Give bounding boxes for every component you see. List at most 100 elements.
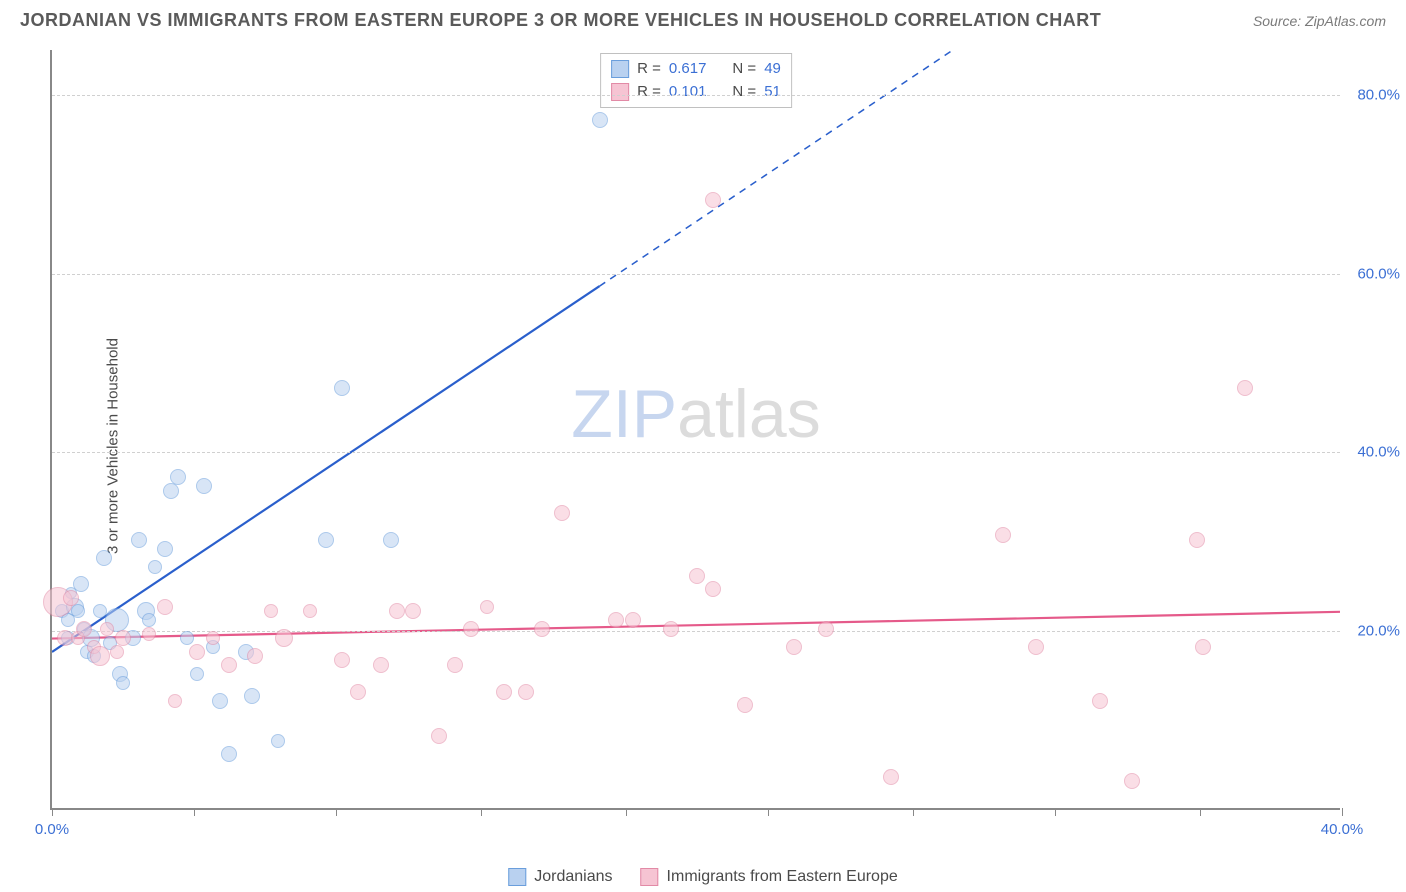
scatter-plot-area: ZIPatlas R =0.617N =49R =0.101N =51 20.0…	[50, 50, 1340, 810]
legend-item: Jordanians	[508, 868, 612, 886]
watermark: ZIPatlas	[571, 375, 820, 453]
legend-stats-box: R = 0.617 N = 49R = 0.101 N = 51	[600, 53, 792, 108]
data-point	[818, 621, 834, 637]
data-point	[131, 532, 147, 548]
y-tick-label: 60.0%	[1357, 265, 1400, 282]
data-point	[212, 693, 228, 709]
data-point	[592, 112, 608, 128]
legend-stats-row: R =0.101N =51	[611, 81, 781, 104]
data-point	[303, 604, 317, 618]
data-point	[190, 667, 204, 681]
data-point	[157, 599, 173, 615]
data-point	[463, 621, 479, 637]
data-point	[1124, 773, 1140, 789]
x-tick	[913, 808, 914, 816]
data-point	[883, 769, 899, 785]
y-tick-label: 80.0%	[1357, 86, 1400, 103]
stat-n-value: 49	[764, 58, 781, 81]
x-tick	[1200, 808, 1201, 816]
data-point	[196, 478, 212, 494]
legend-label: Jordanians	[534, 868, 612, 886]
data-point	[157, 541, 173, 557]
x-tick-label: 40.0%	[1321, 821, 1364, 838]
data-point	[625, 612, 641, 628]
stat-r-label: R =	[637, 58, 661, 81]
data-point	[116, 676, 130, 690]
data-point	[705, 192, 721, 208]
gridline-horizontal	[52, 631, 1340, 632]
data-point	[63, 590, 79, 606]
data-point	[271, 734, 285, 748]
data-point	[608, 612, 624, 628]
data-point	[534, 621, 550, 637]
data-point	[663, 621, 679, 637]
data-point	[705, 581, 721, 597]
data-point	[244, 688, 260, 704]
x-tick	[768, 808, 769, 816]
y-tick-label: 40.0%	[1357, 444, 1400, 461]
watermark-zip: ZIP	[571, 376, 677, 452]
data-point	[518, 684, 534, 700]
data-point	[431, 728, 447, 744]
data-point	[334, 380, 350, 396]
data-point	[1028, 639, 1044, 655]
x-tick	[1055, 808, 1056, 816]
legend-item: Immigrants from Eastern Europe	[641, 868, 898, 886]
data-point	[447, 657, 463, 673]
data-point	[264, 604, 278, 618]
data-point	[480, 600, 494, 614]
legend-label: Immigrants from Eastern Europe	[667, 868, 898, 886]
gridline-horizontal	[52, 274, 1340, 275]
data-point	[168, 694, 182, 708]
data-point	[1092, 693, 1108, 709]
data-point	[995, 527, 1011, 543]
data-point	[1189, 532, 1205, 548]
x-tick	[336, 808, 337, 816]
data-point	[318, 532, 334, 548]
data-point	[96, 550, 112, 566]
data-point	[221, 657, 237, 673]
data-point	[350, 684, 366, 700]
data-point	[71, 604, 85, 618]
data-point	[1237, 380, 1253, 396]
legend-swatch	[508, 868, 526, 886]
data-point	[100, 622, 114, 636]
data-point	[737, 697, 753, 713]
stat-r-value: 0.101	[669, 81, 707, 104]
x-tick-label: 0.0%	[35, 821, 69, 838]
x-tick	[194, 808, 195, 816]
stat-n-value: 51	[764, 81, 781, 104]
data-point	[275, 629, 293, 647]
stat-r-value: 0.617	[669, 58, 707, 81]
data-point	[180, 631, 194, 645]
gridline-horizontal	[52, 452, 1340, 453]
legend-stats-row: R = 0.617 N = 49	[611, 58, 781, 81]
data-point	[786, 639, 802, 655]
data-point	[496, 684, 512, 700]
data-point	[115, 630, 131, 646]
x-tick	[626, 808, 627, 816]
data-point	[389, 603, 405, 619]
chart-title: JORDANIAN VS IMMIGRANTS FROM EASTERN EUR…	[20, 10, 1101, 31]
x-tick	[1342, 808, 1343, 816]
data-point	[142, 613, 156, 627]
data-point	[383, 532, 399, 548]
source-attribution: Source: ZipAtlas.com	[1253, 13, 1386, 29]
chart-header: JORDANIAN VS IMMIGRANTS FROM EASTERN EUR…	[0, 0, 1406, 36]
data-point	[206, 631, 220, 645]
legend-swatch	[611, 83, 629, 101]
data-point	[189, 644, 205, 660]
x-tick	[481, 808, 482, 816]
watermark-atlas: atlas	[677, 376, 821, 452]
stat-n-label: N =	[732, 58, 756, 81]
stat-n-label: N =	[732, 81, 756, 104]
data-point	[110, 645, 124, 659]
data-point	[689, 568, 705, 584]
gridline-horizontal	[52, 95, 1340, 96]
data-point	[1195, 639, 1211, 655]
data-point	[554, 505, 570, 521]
data-point	[373, 657, 389, 673]
data-point	[148, 560, 162, 574]
data-point	[334, 652, 350, 668]
data-point	[90, 646, 110, 666]
